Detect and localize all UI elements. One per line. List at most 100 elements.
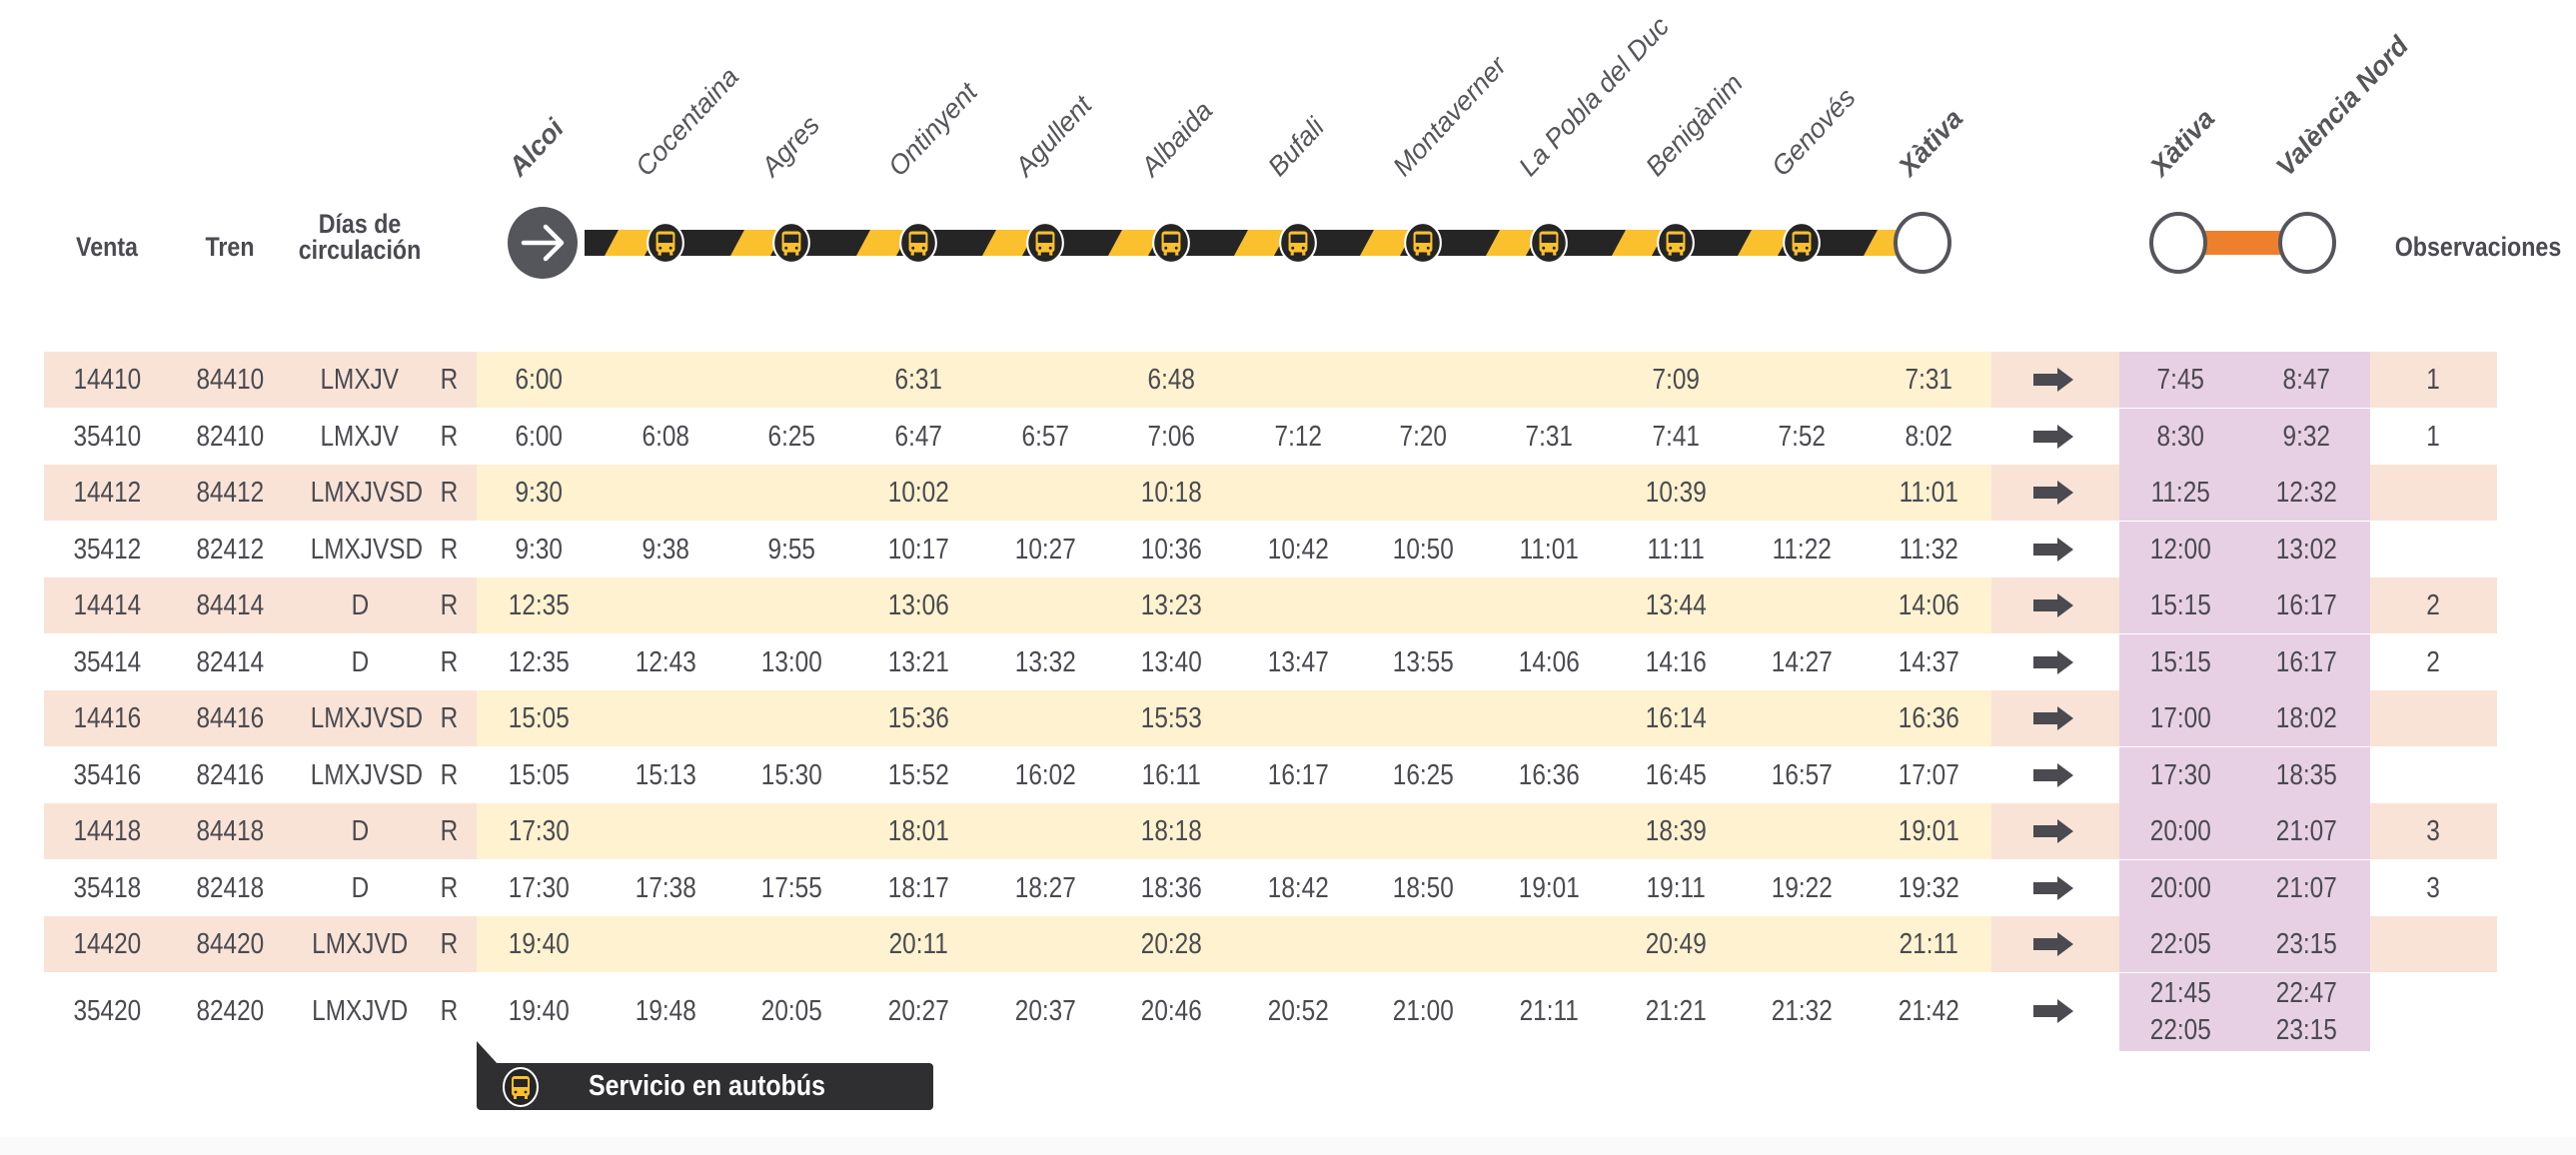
time-cell: 20:28 <box>1140 928 1202 960</box>
time-cell: 7:31 <box>1525 420 1573 453</box>
xativa-time-cell: 11:25 <box>2150 477 2210 509</box>
venta-cell: 14418 <box>73 815 141 847</box>
bus-row-band <box>44 916 477 972</box>
connection-arrow-icon <box>2033 706 2073 730</box>
time-cell: 19:22 <box>1771 871 1833 904</box>
bus-row-band <box>477 690 1991 746</box>
valencia-time-cell: 9:32 <box>2282 420 2330 453</box>
time-cell: 21:11 <box>1519 994 1579 1027</box>
venta-cell: 14414 <box>73 589 141 621</box>
time-cell: 18:42 <box>1267 871 1329 904</box>
time-cell: 8:02 <box>1905 420 1952 453</box>
time-cell: 10:36 <box>1140 533 1202 566</box>
header-dias-line2: circulación <box>298 235 422 265</box>
dias-cell: LMXJV <box>320 364 400 396</box>
time-cell: 12:43 <box>635 645 696 678</box>
venta-cell: 35416 <box>73 758 141 791</box>
time-cell: 6:47 <box>894 420 942 453</box>
connection-arrow-icon <box>2033 537 2073 562</box>
time-cell: 9:55 <box>767 533 815 566</box>
venta-cell: 14420 <box>73 928 141 960</box>
dias-cell: LMXJV <box>320 420 400 453</box>
xativa-time-cell: 20:00 <box>2149 815 2211 847</box>
time-cell: 13:23 <box>1140 589 1202 621</box>
xativa-time-cell: 21:45 <box>2149 976 2211 1009</box>
valencia-time-cell: 21:07 <box>2275 871 2337 904</box>
bus-row-band <box>2370 916 2497 972</box>
time-cell: 19:40 <box>508 928 570 960</box>
time-cell: 10:18 <box>1140 477 1202 509</box>
venta-cell: 14412 <box>73 477 141 509</box>
r-cell: R <box>440 758 458 791</box>
time-cell: 9:30 <box>515 533 563 566</box>
r-cell: R <box>440 364 458 396</box>
bus-row-band <box>477 352 1991 408</box>
r-cell: R <box>440 533 458 566</box>
time-cell: 20:52 <box>1267 994 1329 1027</box>
valencia-time-cell: 22:47 <box>2275 976 2337 1009</box>
time-cell: 10:39 <box>1645 477 1707 509</box>
time-cell: 16:17 <box>1267 758 1329 791</box>
bus-stop-icon <box>1404 222 1442 264</box>
time-cell: 18:36 <box>1140 871 1202 904</box>
time-cell: 16:14 <box>1645 702 1707 734</box>
time-cell: 13:32 <box>1014 645 1076 678</box>
observaciones-cell: 1 <box>2426 420 2440 453</box>
tren-cell: 82420 <box>196 994 264 1027</box>
time-cell: 20:05 <box>760 994 822 1027</box>
xativa-time-cell: 20:00 <box>2149 871 2211 904</box>
xativa-time-cell: 15:15 <box>2149 645 2211 678</box>
r-cell: R <box>440 994 458 1027</box>
xativa-time-cell: 15:15 <box>2149 589 2211 621</box>
tren-cell: 82416 <box>196 758 264 791</box>
bus-stop-icon <box>1530 222 1568 264</box>
bus-row-band <box>477 803 1991 859</box>
time-cell: 16:36 <box>1898 702 1959 734</box>
time-cell: 17:30 <box>508 815 570 847</box>
time-cell: 14:06 <box>1898 589 1959 621</box>
bus-stop-icon <box>646 222 684 264</box>
time-cell: 6:25 <box>767 420 815 453</box>
connection-band <box>2119 690 2370 746</box>
connection-band <box>2119 408 2370 465</box>
time-cell: 13:06 <box>887 589 949 621</box>
observaciones-cell: 1 <box>2426 364 2440 396</box>
tren-cell: 84420 <box>196 928 264 960</box>
time-cell: 15:36 <box>887 702 949 734</box>
time-cell: 7:41 <box>1652 420 1700 453</box>
dias-cell: D <box>351 871 369 904</box>
bus-service-legend: Servicio en autobús <box>477 1063 933 1110</box>
bus-row-band <box>2370 578 2497 633</box>
connection-arrow-icon <box>2033 481 2073 505</box>
venta-cell: 35418 <box>73 871 141 904</box>
tren-cell: 84414 <box>196 589 264 621</box>
time-cell: 11:11 <box>1647 533 1705 566</box>
header-dias-line1: Días de <box>318 209 402 239</box>
connection-arrow-icon <box>2033 932 2073 956</box>
time-cell: 18:01 <box>887 815 949 847</box>
xativa-time-cell: 17:30 <box>2149 758 2211 791</box>
time-cell: 21:32 <box>1771 994 1833 1027</box>
observaciones-cell: 2 <box>2426 589 2440 621</box>
time-cell: 18:17 <box>887 871 949 904</box>
time-cell: 10:27 <box>1014 533 1076 566</box>
time-cell: 10:17 <box>887 533 949 566</box>
valencia-time-cell: 18:35 <box>2275 758 2337 791</box>
time-cell: 18:50 <box>1392 871 1454 904</box>
time-cell: 19:01 <box>1898 815 1959 847</box>
time-cell: 17:07 <box>1898 758 1959 791</box>
time-cell: 20:11 <box>888 928 948 960</box>
bus-row-band <box>2370 465 2497 521</box>
connection-band <box>2119 859 2370 916</box>
connection-band <box>2119 465 2370 521</box>
tren-cell: 84412 <box>196 477 264 509</box>
tren-cell: 84410 <box>196 364 264 396</box>
dias-cell: LMXJVD <box>311 994 409 1027</box>
xativa-time-cell: 17:00 <box>2149 702 2211 734</box>
xativa-time-cell: 22:05 <box>2149 928 2211 960</box>
time-cell: 20:27 <box>887 994 949 1027</box>
time-cell: 13:40 <box>1140 645 1202 678</box>
dias-cell: LMXJVSD <box>310 702 424 734</box>
bus-stop-icon <box>899 222 937 264</box>
r-cell: R <box>440 928 458 960</box>
